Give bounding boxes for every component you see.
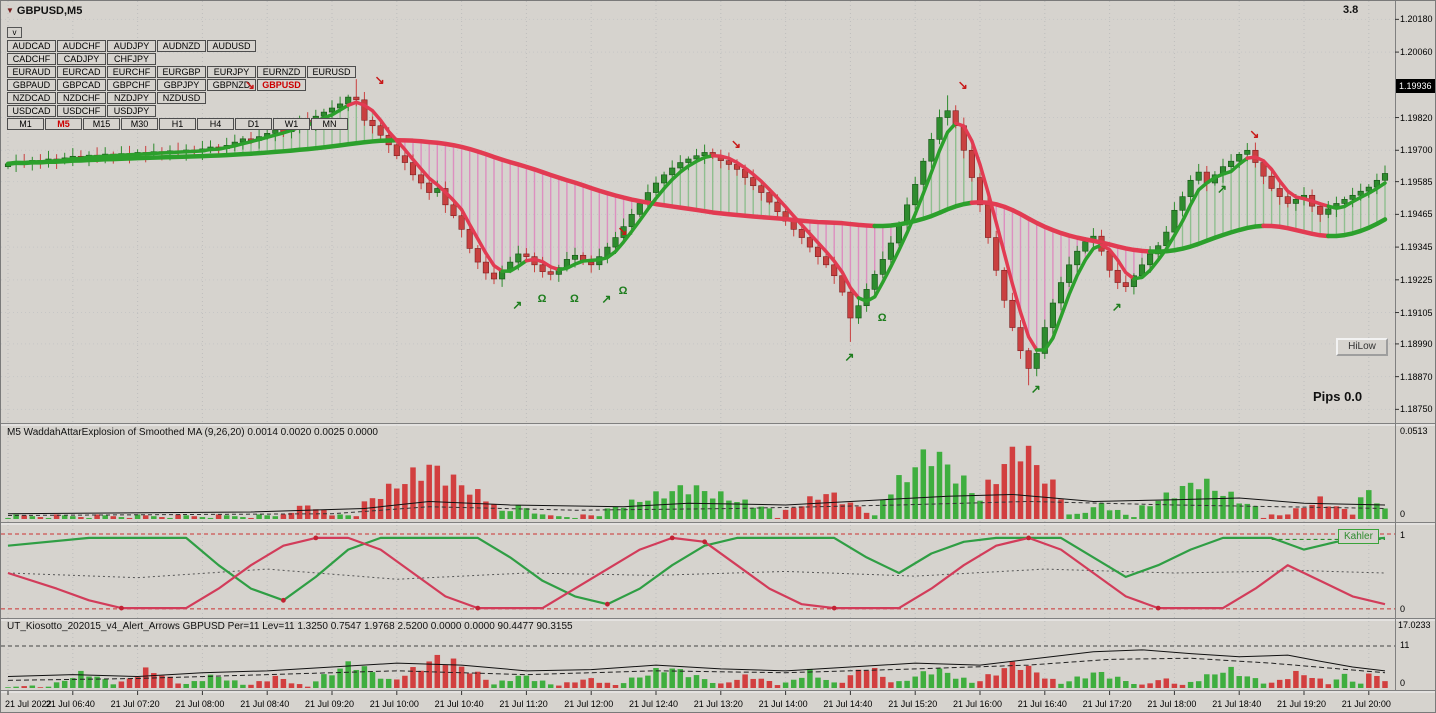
symbol-button-usdchf[interactable]: USDCHF: [57, 105, 106, 117]
symbol-button-gbpaud[interactable]: GBPAUD: [7, 79, 56, 91]
hilow-button[interactable]: HiLow: [1336, 338, 1388, 356]
symbol-button-eurnzd[interactable]: EURNZD: [257, 66, 306, 78]
symbol-button-gbpcad[interactable]: GBPCAD: [57, 79, 106, 91]
symbol-button-eurusd[interactable]: EURUSD: [307, 66, 356, 78]
symbol-button-gbpchf[interactable]: GBPCHF: [107, 79, 156, 91]
kahler-badge: Kahler: [1338, 529, 1379, 544]
current-price-box: 1.19936: [1396, 79, 1435, 93]
dropdown-triangle-icon: ▼: [6, 6, 14, 15]
symbol-button-nzdusd[interactable]: NZDUSD: [157, 92, 206, 104]
timeframe-button-m15[interactable]: M15: [83, 118, 120, 130]
timeframe-button-m1[interactable]: M1: [7, 118, 44, 130]
timeframe-button-d1[interactable]: D1: [235, 118, 272, 130]
symbol-period-label: ▼ GBPUSD,M5: [6, 5, 82, 17]
kiosotto-indicator-label: UT_Kiosotto_202015_v4_Alert_Arrows GBPUS…: [7, 621, 573, 632]
symbol-button-eurcad[interactable]: EURCAD: [57, 66, 106, 78]
symbol-button-usdjpy[interactable]: USDJPY: [107, 105, 156, 117]
timeframe-button-mn[interactable]: MN: [311, 118, 348, 130]
timeframe-button-h4[interactable]: H4: [197, 118, 234, 130]
symbol-button-nzdcad[interactable]: NZDCAD: [7, 92, 56, 104]
symbol-button-cadjpy[interactable]: CADJPY: [57, 53, 106, 65]
symbols-collapse-button[interactable]: v: [7, 27, 22, 38]
symbol-button-audjpy[interactable]: AUDJPY: [107, 40, 156, 52]
symbol-button-nzdchf[interactable]: NZDCHF: [57, 92, 106, 104]
timeframe-button-m30[interactable]: M30: [121, 118, 158, 130]
symbol-button-audusd[interactable]: AUDUSD: [207, 40, 256, 52]
pips-label: Pips 0.0: [1313, 389, 1363, 404]
symbol-button-gbpjpy[interactable]: GBPJPY: [157, 79, 206, 91]
symbol-button-eurchf[interactable]: EURCHF: [107, 66, 156, 78]
timeframe-button-h1[interactable]: H1: [159, 118, 196, 130]
timeframe-button-w1[interactable]: W1: [273, 118, 310, 130]
symbol-button-audnzd[interactable]: AUDNZD: [157, 40, 206, 52]
symbol-button-usdcad[interactable]: USDCAD: [7, 105, 56, 117]
symbol-button-euraud[interactable]: EURAUD: [7, 66, 56, 78]
symbol-button-eurgbp[interactable]: EURGBP: [157, 66, 206, 78]
symbol-button-nzdjpy[interactable]: NZDJPY: [107, 92, 156, 104]
symbol-button-audchf[interactable]: AUDCHF: [57, 40, 106, 52]
symbol-button-chfjpy[interactable]: CHFJPY: [107, 53, 156, 65]
symbol-button-cadchf[interactable]: CADCHF: [7, 53, 56, 65]
wae-indicator-label: M5 WaddahAttarExplosion of Smoothed MA (…: [7, 427, 378, 438]
spread-value: 3.8: [1343, 4, 1359, 16]
symbol-button-gbpusd[interactable]: GBPUSD: [257, 79, 306, 91]
symbol-button-audcad[interactable]: AUDCAD: [7, 40, 56, 52]
symbol-period-text: GBPUSD,M5: [16, 5, 83, 17]
symbol-button-gbpnzd[interactable]: GBPNZD: [207, 79, 256, 91]
symbol-button-eurjpy[interactable]: EURJPY: [207, 66, 256, 78]
timeframe-button-m5[interactable]: M5: [45, 118, 82, 130]
